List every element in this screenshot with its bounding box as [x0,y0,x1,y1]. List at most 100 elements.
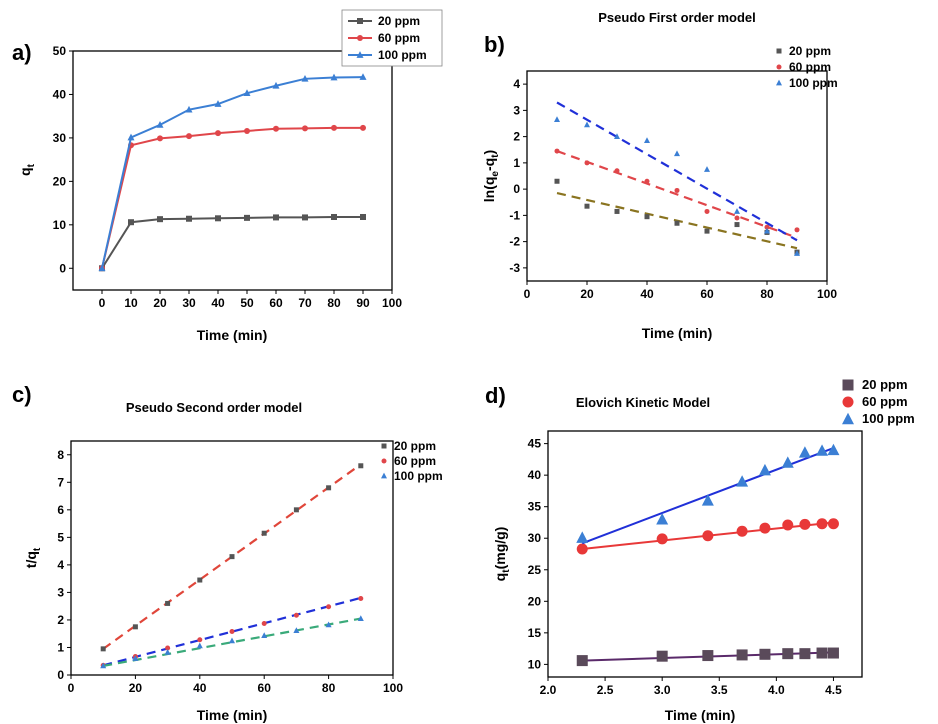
data-point [584,203,590,209]
legend-label: 60 ppm [394,454,436,468]
data-point [127,133,135,141]
data-point [576,531,589,543]
data-point [736,525,748,537]
x-tick-label: 2.0 [540,683,557,697]
series-line [101,215,363,269]
data-point [704,228,710,234]
data-point [214,100,222,107]
data-point [197,577,203,583]
data-point [293,507,299,513]
legend-item: 20 ppm [348,14,420,28]
plot-frame [526,70,828,282]
data-point [360,124,366,131]
data-point [764,227,770,234]
data-point [165,645,171,651]
y-tick-label: 3 [513,103,520,117]
legend-item: 60 ppm [842,394,908,409]
x-tick-label: 3.0 [654,683,671,697]
x-axis-label: Time (min) [642,325,713,341]
data-point [702,650,714,662]
data-point [326,604,332,610]
x-tick-label: 20 [153,296,167,310]
chart-panel-d: d) Elovich Kinetic Model 2.0 2.5 3.0 3.5 4.0 4.… [485,377,915,723]
data-point [782,648,794,660]
x-tick-label: 10 [124,296,138,310]
data-point [614,208,620,214]
y-tick-label: -3 [509,261,520,275]
series-line [101,76,364,269]
data-point [185,105,193,113]
x-tick-label: 100 [817,287,837,301]
data-point [186,133,192,140]
legend-marker [842,379,854,391]
data-point [734,215,740,221]
y-tick-label: 15 [528,626,542,640]
legend-marker [842,412,854,425]
legend-item: 100 ppm [348,48,427,62]
fit-line [556,150,798,239]
series-100-ppm [98,73,367,272]
data-point [132,624,138,630]
legend-label: 20 ppm [394,439,436,453]
data-point [554,148,560,154]
data-point [614,133,620,139]
x-tick-label: 90 [356,296,370,310]
legend-item: 20 ppm [842,377,908,392]
data-point [197,637,203,643]
data-point [215,215,221,222]
y-axis-label-part: ) [481,150,497,155]
data-point [644,137,650,143]
legend-marker [776,64,782,70]
y-axis-label-part: (mg/g) [492,527,508,570]
data-point [358,595,364,601]
panel-label: b) [484,32,505,57]
series-20-ppm [99,213,366,272]
data-point [584,121,590,128]
y-tick-label: 2 [513,130,520,144]
data-point [293,627,300,634]
y-tick-label: 7 [57,475,64,489]
data-point [764,224,770,230]
data-point [132,655,139,661]
data-point [302,214,308,221]
data-point [798,446,811,458]
data-point [656,650,668,662]
data-point [827,518,839,530]
y-axis-label-part: e [490,171,501,177]
x-tick-label: 0 [99,296,106,310]
data-point [326,485,332,491]
data-point [261,632,268,639]
x-axis-label: Time (min) [665,707,736,723]
data-point [584,160,590,166]
legend-marker [381,443,387,449]
legend-marker [776,48,782,54]
y-tick-label: 20 [528,594,542,608]
data-point [157,216,163,223]
y-tick-label: -2 [509,235,520,249]
y-tick-label: 0 [513,182,520,196]
series-20-ppm [100,463,364,652]
data-point [554,116,560,122]
data-point [704,208,710,214]
y-tick-label: 0 [59,261,66,275]
x-tick-label: 0 [68,681,75,695]
legend-item: 60 ppm [776,60,831,74]
legend-label: 20 ppm [862,377,908,392]
legend-marker [776,79,782,86]
y-tick-label: 5 [57,530,64,544]
panel-label: c) [12,382,32,407]
data-point [243,89,251,97]
data-point [758,463,771,476]
x-tick-label: 50 [240,296,254,310]
x-tick-label: 40 [640,287,654,301]
x-tick-label: 80 [327,296,341,310]
legend-marker [356,51,364,58]
y-tick-label: 45 [528,437,542,451]
x-tick-label: 30 [182,296,196,310]
y-tick-label: -1 [509,208,520,222]
data-point [358,463,364,469]
series-60-ppm [99,124,366,272]
